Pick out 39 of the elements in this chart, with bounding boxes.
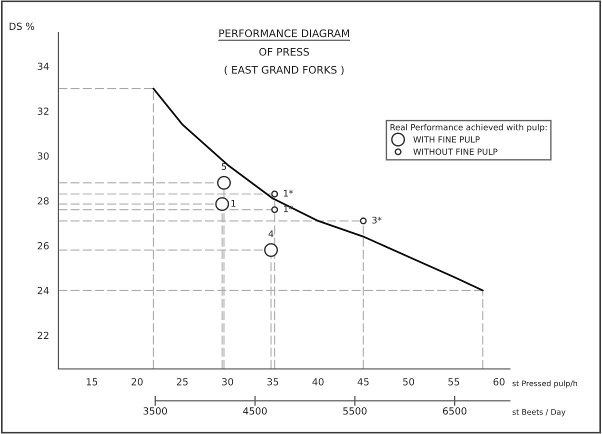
text: OF PRESS ( EAST GRAND FORKS ) xyxy=(224,48,344,75)
x-tick-label: 35 xyxy=(267,378,278,386)
x-tick-label: 25 xyxy=(176,378,188,386)
y-tick-label: 26 xyxy=(38,242,49,250)
x-tick-label: 45 xyxy=(358,378,369,386)
y-tick-label: 32 xyxy=(38,108,48,115)
y-axis-title: DS % xyxy=(10,22,34,30)
x2-tick-label: 4500 xyxy=(243,407,267,415)
x2-tick-label: 6500 xyxy=(443,407,466,415)
x-tick-label: 60 xyxy=(494,378,505,386)
y-tick-label: 24 xyxy=(38,286,49,294)
annotation: 1* xyxy=(284,190,293,196)
annotation: 3* xyxy=(372,216,382,224)
x-tick-label: 40 xyxy=(312,378,324,386)
point xyxy=(264,243,278,257)
x2-tick-label: 3500 xyxy=(144,407,167,415)
y-tick-label: 22 xyxy=(38,332,48,339)
point xyxy=(360,217,367,224)
x2-tick-label: 5500 xyxy=(343,407,367,415)
y-tick-label: 34 xyxy=(38,62,49,70)
point xyxy=(217,176,231,190)
point xyxy=(271,190,278,198)
annotation: 5 xyxy=(222,163,226,170)
annotation: 4 xyxy=(268,230,274,238)
annotation: 1 xyxy=(231,200,236,207)
x-tick-label: 30 xyxy=(222,378,234,386)
legend-label: WITH FINE PULP xyxy=(413,136,480,143)
x-tick-label: 55 xyxy=(448,378,460,386)
chart-title: PERFORMANCE DIAGRAM xyxy=(219,29,349,38)
point xyxy=(271,206,278,214)
x-tick-label: 50 xyxy=(403,378,414,386)
x-tick-label: 15 xyxy=(86,378,98,386)
legend-title: Real Performance achieved with pulp: xyxy=(390,124,547,132)
point xyxy=(215,197,230,212)
legend-label: WITHOUT FINE PULP xyxy=(413,148,498,155)
y-tick-label: 30 xyxy=(38,152,49,160)
y-tick-label: 28 xyxy=(38,197,49,205)
annotation: 1* xyxy=(284,205,293,212)
x-tick-label: 20 xyxy=(132,378,143,386)
